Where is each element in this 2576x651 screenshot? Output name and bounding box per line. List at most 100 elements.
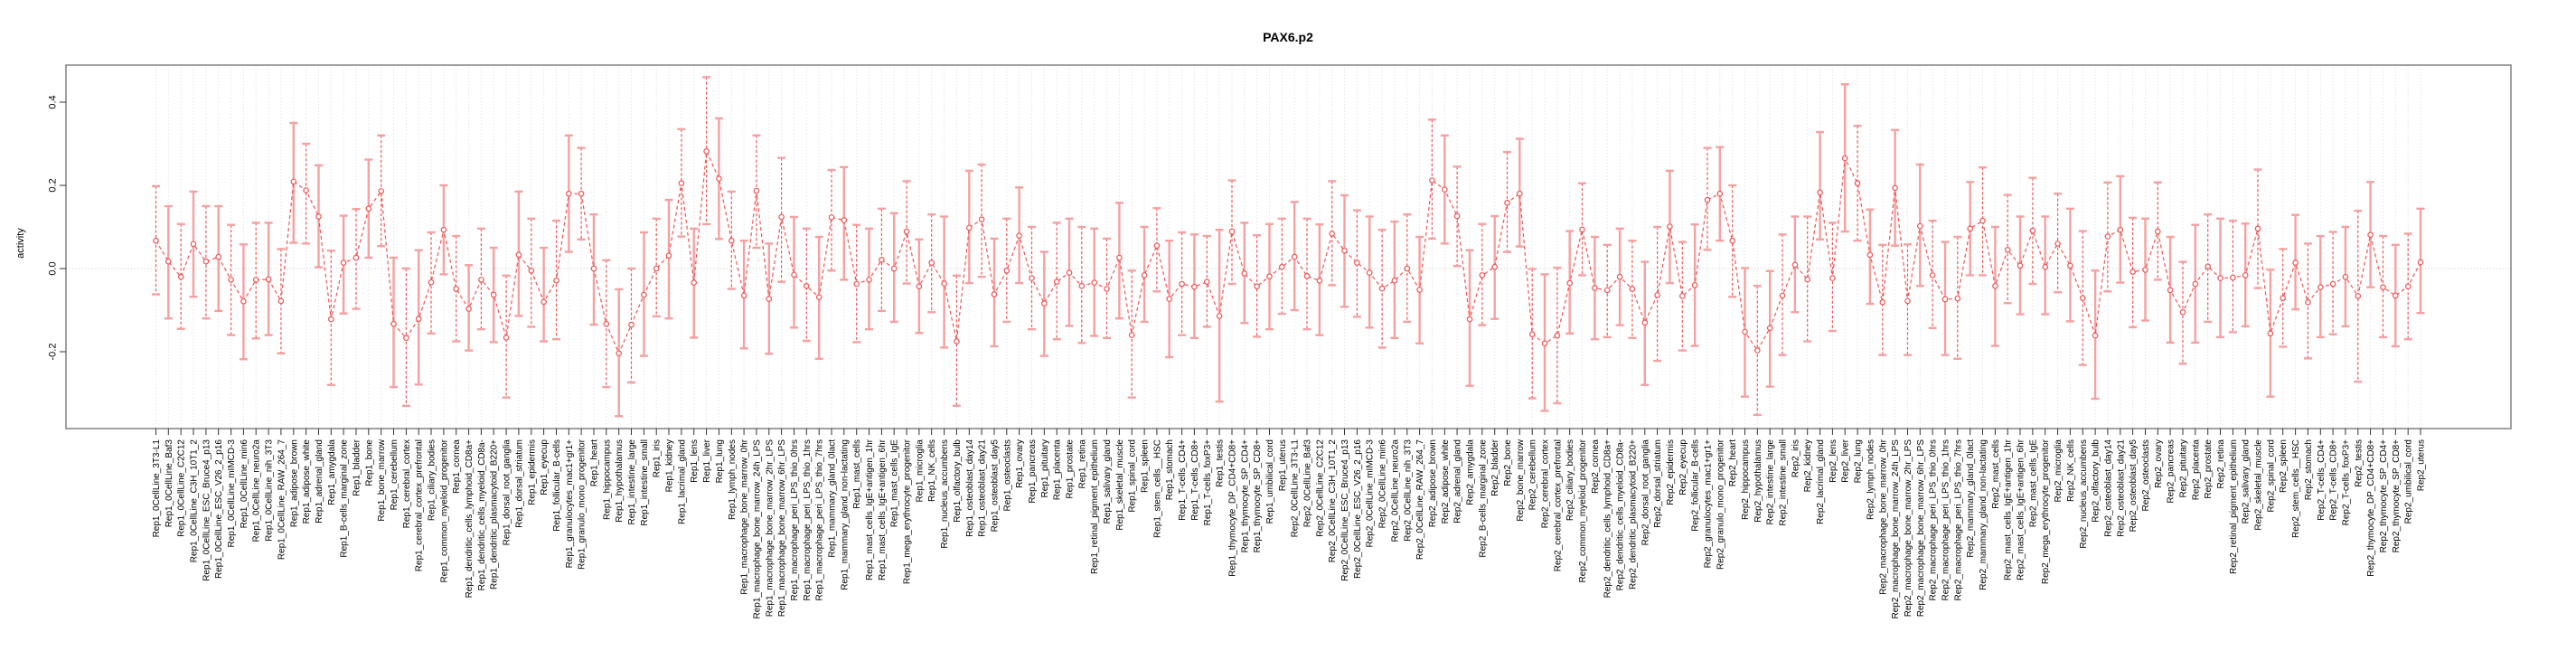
data-point [1817, 189, 1823, 196]
data-point [1404, 265, 1411, 272]
data-point [1442, 186, 1448, 193]
data-point [2067, 262, 2073, 269]
x-tick-label: Rep2_ciliary_bodies [1565, 439, 1575, 521]
x-tick-label: Rep2_bladder [1490, 439, 1500, 495]
data-point [340, 259, 347, 266]
data-point [1841, 155, 1848, 162]
data-point [1592, 285, 1598, 291]
data-point [1141, 272, 1148, 278]
x-tick-label: Rep2_stem_cells__HSC [2291, 439, 2301, 538]
x-tick-label: Rep1_T-cells_foxP3+ [1203, 439, 1213, 525]
data-point [2129, 269, 2136, 276]
x-tick-label: Rep2_0CellLine_Baf3 [1303, 439, 1313, 528]
data-point [2317, 284, 2324, 291]
x-tick-label: Rep1_macrophage_bone_marrow_24h_LPS [752, 439, 762, 619]
data-point [177, 273, 184, 280]
x-tick-label: Rep1_0CellLine_neuro2a [252, 439, 262, 542]
x-tick-label: Rep2_dendritic_cells_lymphoid_CD8a+ [1603, 439, 1613, 599]
data-point [1003, 267, 1011, 274]
x-tick-label: Rep2_thymocyte_SP_CD4+ [2379, 439, 2389, 553]
x-tick-label: Rep2_cerebral_cortex_prefrontal [1553, 439, 1563, 571]
data-point [490, 291, 497, 298]
data-point [1291, 253, 1298, 260]
x-tick-label: Rep1_common_myeloid_progenitor [439, 439, 449, 582]
x-tick-label: Rep2_retina [2216, 439, 2226, 489]
y-tick-label: -0.2 [48, 344, 59, 361]
x-tick-label: Rep1_osteoblast_day14 [965, 439, 975, 537]
x-tick-label: Rep1_amygdala [327, 439, 337, 505]
data-point [1316, 277, 1323, 284]
x-tick-label: Rep2_pituitary [2179, 439, 2189, 497]
data-point [2029, 227, 2036, 234]
y-tick-label: 0.4 [48, 95, 59, 108]
x-tick-label: Rep1_spinal_cord [1128, 439, 1138, 513]
x-tick-label: Rep2_nucleus_accumbens [2079, 439, 2089, 549]
x-tick-label: Rep2_liver [1841, 439, 1851, 482]
data-point [691, 279, 698, 286]
x-tick-label: Rep2_thymocyte_SP_CD8+ [2392, 439, 2402, 553]
x-tick-label: Rep2_lacrimal_gland [1816, 439, 1826, 524]
data-point [1179, 280, 1185, 288]
x-tick-label: Rep2_amygdala [1466, 439, 1476, 505]
x-tick-label: Rep2_ovary [2154, 439, 2164, 488]
data-points [153, 148, 2424, 357]
x-tick-label: Rep2_macrophage_bone_marrow_24h_LPS [1891, 439, 1901, 619]
x-tick-label: Rep1_cerebral_cortex_prefrontal [415, 439, 425, 571]
data-point [315, 213, 322, 220]
x-tick-label: Rep2_macrophage_bone_marrow_2hr_LPS [1904, 439, 1913, 618]
data-point [2267, 330, 2274, 337]
x-tick-label: Rep1_granulo_mono_progenitor [578, 439, 588, 570]
data-point [1116, 254, 1123, 261]
x-tick-label: Rep1_macrophage_bone_marrow_6hr_LPS [777, 439, 787, 618]
x-tick-label: Rep2_B-cells_marginal_zone [1478, 439, 1488, 558]
x-tick-label: Rep1_0CellLine_nih_3T3 [265, 439, 275, 542]
data-point [803, 282, 810, 289]
x-tick-label: Rep1_uterus [1278, 439, 1288, 491]
x-tick-label: Rep2_mammary_gland_0lact [1966, 439, 1976, 558]
data-point [2305, 298, 2311, 306]
x-tick-label: Rep1_lymph_nodes [728, 439, 738, 520]
data-point [753, 187, 760, 194]
data-point [2167, 287, 2174, 294]
chart-title: PAX6.p2 [1263, 30, 1313, 44]
data-point [503, 335, 510, 341]
y-axis-title: activity [15, 228, 26, 259]
data-point [1528, 331, 1536, 338]
x-tick-label: Rep1_bone [364, 439, 374, 486]
data-point [1866, 251, 1874, 259]
data-point [1366, 269, 1373, 276]
data-point [1216, 313, 1223, 319]
x-tick-label: Rep1_mast_cells_IgE+antigen_1hr [865, 439, 875, 580]
x-tick-label: Rep1_intestine_large [627, 439, 637, 525]
x-tick-label: Rep2_T-cells_CD8+ [2329, 439, 2339, 521]
x-tick-label: Rep2_skeletal_muscle [2254, 439, 2264, 531]
data-point [1679, 293, 1686, 299]
data-point [1779, 292, 1786, 299]
x-tick-label: Rep1_placenta [1053, 439, 1063, 501]
data-point [728, 237, 735, 244]
data-point [478, 277, 484, 283]
data-point [440, 226, 447, 233]
data-point [265, 276, 272, 283]
data-point [2355, 293, 2362, 299]
x-tick-label: Rep1_iris [653, 439, 663, 477]
data-point [665, 252, 672, 259]
data-point [1254, 283, 1260, 290]
x-tick-label: Rep1_thymocyte_DP_CD4+CD8+ [1228, 439, 1238, 577]
data-point [2242, 272, 2249, 278]
x-tick-label: Rep1_testis [1216, 439, 1226, 487]
x-tick-label: Rep1_salivary_gland [1103, 439, 1113, 524]
data-point [1641, 319, 1649, 326]
x-tick-label: Rep2_0CellLine_neuro2a [1390, 439, 1400, 542]
x-tick-label: Rep2_retinal_pigment_epithelium [2229, 439, 2239, 574]
data-point [1491, 263, 1499, 270]
data-point [290, 178, 297, 185]
data-point [2230, 274, 2236, 281]
data-point [515, 251, 522, 259]
data-point [228, 277, 234, 283]
x-tick-label: Rep2_macrophage_peri_LPS_thio_7hrs [1953, 439, 1963, 600]
data-point [1691, 282, 1698, 288]
data-point [978, 216, 985, 223]
x-tick-label: Rep2_bone_marrow [1516, 439, 1526, 521]
x-tick-label: Rep2_iris [1791, 439, 1800, 477]
